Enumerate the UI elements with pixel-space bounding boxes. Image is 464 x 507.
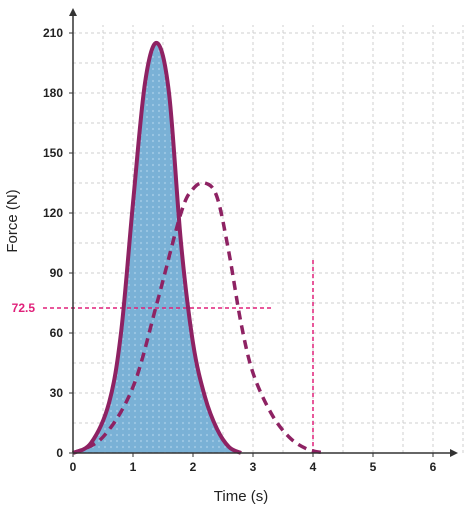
grid xyxy=(73,25,464,453)
y-tick-label: 90 xyxy=(50,266,64,280)
series-solid-curve xyxy=(72,41,242,455)
y-tick-label: 180 xyxy=(43,86,63,100)
x-tick-label: 4 xyxy=(310,460,317,474)
x-tick-label: 2 xyxy=(190,460,197,474)
x-tick-label: 1 xyxy=(130,460,137,474)
x-tick-label: 6 xyxy=(430,460,437,474)
impulse-area-fill xyxy=(73,42,241,453)
y-tick-label: 210 xyxy=(43,26,63,40)
y-tick-label: 150 xyxy=(43,146,63,160)
y-tick-label: 60 xyxy=(50,326,64,340)
series-layer xyxy=(72,41,326,455)
y-axis-arrow-icon xyxy=(69,8,77,16)
annotation-layer: 72.5 xyxy=(12,257,314,453)
y-tick-label: 30 xyxy=(50,386,64,400)
y-tick-label: 0 xyxy=(56,446,63,460)
x-axis-label: Time (s) xyxy=(214,488,268,505)
impulse-area-layer xyxy=(73,42,241,453)
y-tick-label: 120 xyxy=(43,206,63,220)
series-dashed-curve xyxy=(72,180,326,455)
force-reference-label: 72.5 xyxy=(12,301,36,315)
x-tick-label: 3 xyxy=(250,460,257,474)
axes xyxy=(69,8,458,457)
x-tick-label: 5 xyxy=(370,460,377,474)
y-axis-label: Force (N) xyxy=(4,189,21,252)
x-tick-label: 0 xyxy=(70,460,77,474)
x-axis-arrow-icon xyxy=(450,449,458,457)
